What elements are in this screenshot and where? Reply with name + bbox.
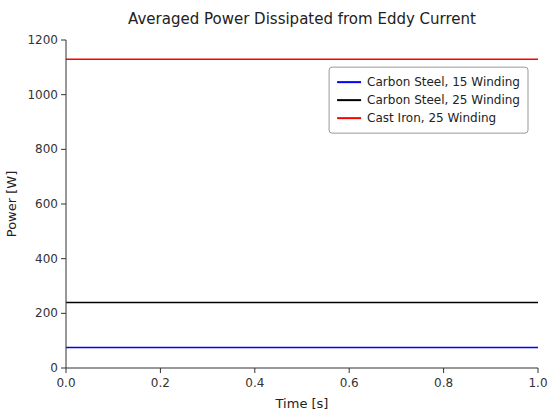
legend-swatch bbox=[337, 117, 361, 119]
x-tick-label: 0.0 bbox=[56, 376, 75, 390]
legend-frame bbox=[329, 67, 528, 133]
x-tick-label: 1.0 bbox=[528, 376, 547, 390]
legend-label: Carbon Steel, 25 Winding bbox=[367, 93, 520, 107]
legend-label: Cast Iron, 25 Winding bbox=[367, 111, 496, 125]
x-tick-label: 0.4 bbox=[245, 376, 264, 390]
x-tick-label: 0.8 bbox=[434, 376, 453, 390]
y-tick bbox=[61, 368, 66, 369]
y-tick bbox=[61, 204, 66, 205]
x-tick bbox=[349, 368, 350, 373]
x-tick-label: 0.2 bbox=[151, 376, 170, 390]
x-tick bbox=[160, 368, 161, 373]
x-tick-label: 0.6 bbox=[340, 376, 359, 390]
x-tick bbox=[66, 368, 67, 373]
x-tick bbox=[254, 368, 255, 373]
y-axis-label: Power [W] bbox=[4, 171, 19, 237]
x-axis-line bbox=[66, 368, 538, 369]
y-tick bbox=[61, 40, 66, 41]
y-tick bbox=[61, 313, 66, 314]
x-axis-label: Time [s] bbox=[275, 396, 329, 411]
horizontal-line bbox=[66, 302, 538, 304]
y-tick-label: 200 bbox=[35, 306, 58, 320]
y-tick-label: 1200 bbox=[27, 33, 58, 47]
legend: Carbon Steel, 15 Winding Carbon Steel, 25… bbox=[329, 67, 528, 133]
chart: 0.0 0.2 0.4 0.6 0.8 1.0 0 200 400 600 800 1000 1200 A… bbox=[0, 0, 560, 420]
y-tick-label: 0 bbox=[50, 361, 58, 375]
axes: 0.0 0.2 0.4 0.6 0.8 1.0 0 200 400 600 800 1000 1200 bbox=[27, 33, 547, 390]
y-tick bbox=[61, 94, 66, 95]
horizontal-line bbox=[66, 347, 538, 349]
horizontal-line bbox=[66, 58, 538, 60]
y-tick-label: 1000 bbox=[27, 88, 58, 102]
x-tick bbox=[443, 368, 444, 373]
y-tick-label: 400 bbox=[35, 252, 58, 266]
x-tick bbox=[538, 368, 539, 373]
legend-swatch bbox=[337, 99, 361, 101]
legend-label: Carbon Steel, 15 Winding bbox=[367, 75, 520, 89]
plot-area bbox=[66, 59, 538, 347]
title: Averaged Power Dissipated from Eddy Curr… bbox=[128, 10, 476, 28]
y-tick-label: 800 bbox=[35, 142, 58, 156]
legend-swatch bbox=[337, 81, 361, 83]
y-tick bbox=[61, 258, 66, 259]
y-tick-label: 600 bbox=[35, 197, 58, 211]
y-tick bbox=[61, 149, 66, 150]
